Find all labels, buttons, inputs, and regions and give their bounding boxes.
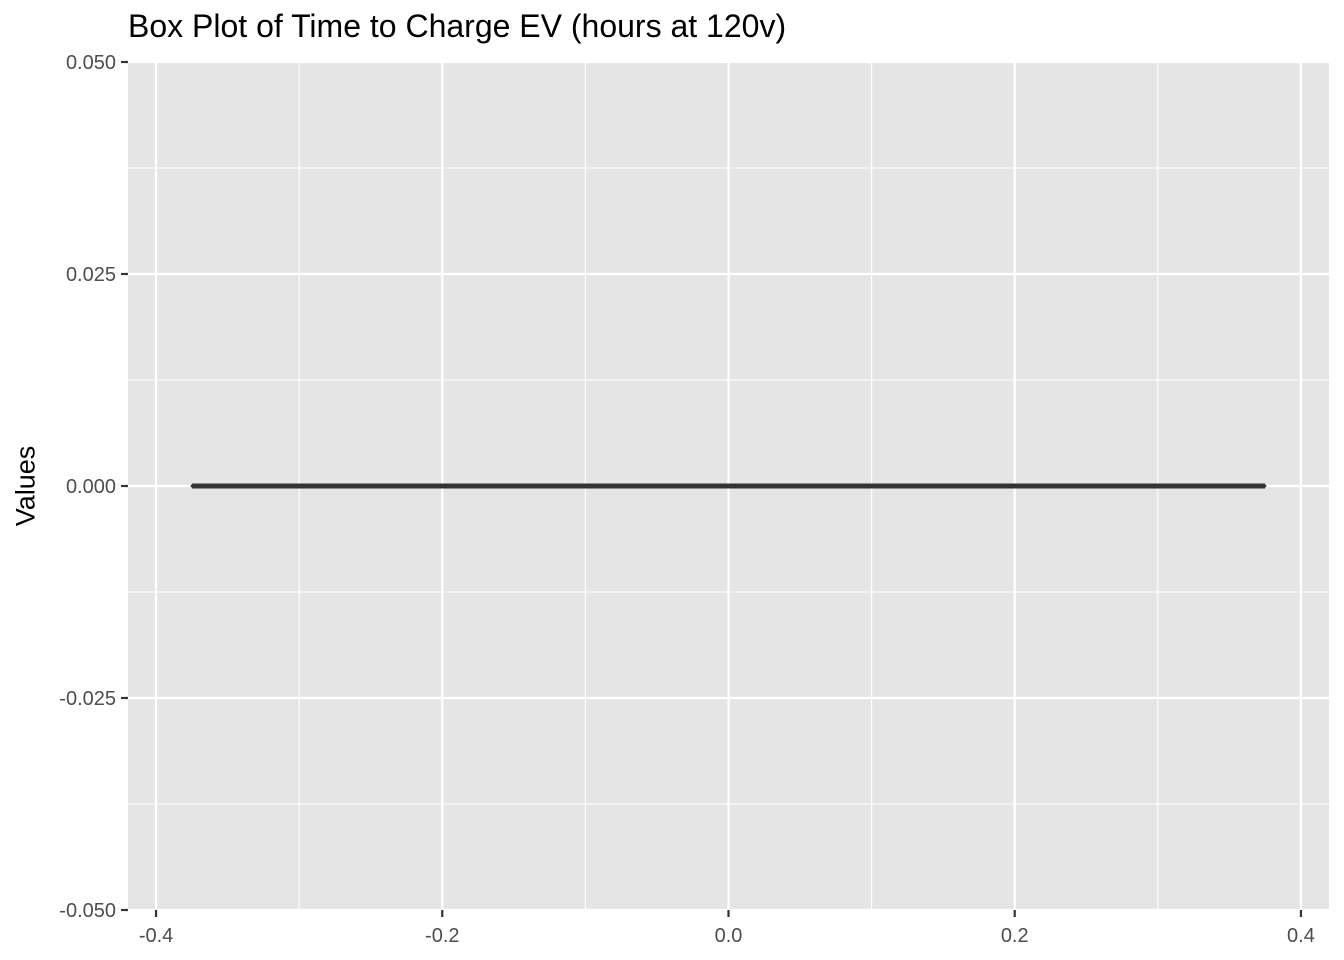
x-axis: -0.4 -0.2 0.0 0.2 0.4 — [139, 910, 1315, 947]
x-tick-label: 0.0 — [715, 925, 743, 947]
x-tick-label: -0.2 — [425, 925, 459, 947]
x-tick-label: 0.2 — [1001, 925, 1029, 947]
x-tick-label: 0.4 — [1287, 925, 1315, 947]
y-tick-label: -0.050 — [59, 900, 116, 922]
y-tick-label: 0.050 — [66, 52, 116, 74]
y-tick-label: -0.025 — [59, 688, 116, 710]
y-tick-label: 0.000 — [66, 476, 116, 498]
x-tick-label: -0.4 — [139, 925, 173, 947]
y-tick-label: 0.025 — [66, 264, 116, 286]
chart-title: Box Plot of Time to Charge EV (hours at … — [128, 8, 787, 44]
y-axis: -0.050 -0.025 0.000 0.025 0.050 — [59, 52, 128, 922]
